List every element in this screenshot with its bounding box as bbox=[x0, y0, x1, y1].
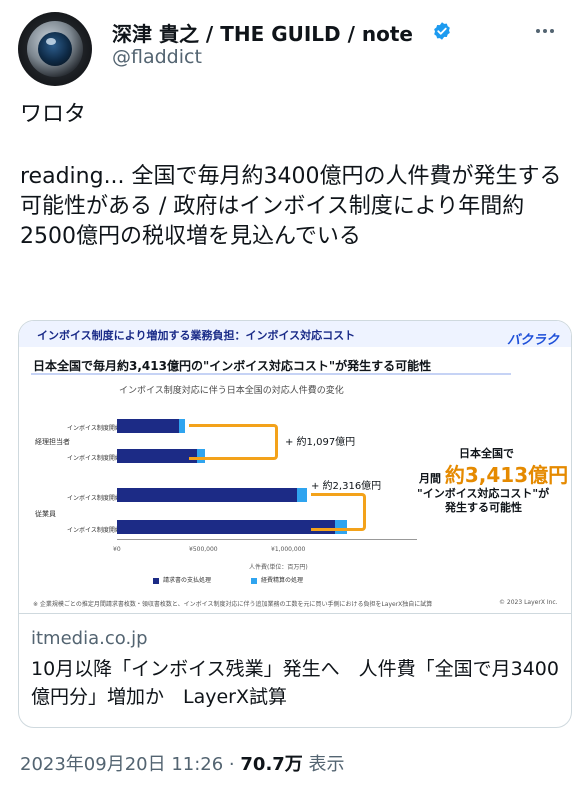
brand-logo: バクラク bbox=[507, 333, 560, 348]
bar-accounting-after bbox=[117, 449, 197, 463]
group-label: 従業員 bbox=[35, 510, 56, 518]
headline-underline bbox=[31, 373, 511, 375]
avatar[interactable] bbox=[18, 12, 92, 86]
legend-item: 請求書の支払処理 bbox=[153, 575, 211, 584]
view-count: 70.7万 bbox=[240, 754, 303, 775]
lens-glint bbox=[46, 38, 56, 45]
bar-employee-before bbox=[117, 488, 297, 502]
tweet-timestamp[interactable]: 2023年09月20日 11:26 · 70.7万 表示 bbox=[20, 750, 345, 776]
timestamp-text[interactable]: 2023年09月20日 11:26 · bbox=[20, 754, 241, 775]
tweet-text-body: reading... 全国で毎月約3400億円の人件費が発生する可能性がある /… bbox=[20, 164, 562, 249]
image-copyright: © 2023 LayerX Inc. bbox=[499, 599, 558, 606]
lens-center bbox=[38, 32, 72, 66]
x-axis-line bbox=[117, 539, 417, 540]
delta-label: + 約1,097億円 bbox=[285, 437, 356, 448]
bar-label: インボイス制度開始前 bbox=[67, 495, 127, 502]
user-handle[interactable]: @fladdict bbox=[112, 46, 202, 68]
bar-accounting-before bbox=[117, 419, 179, 433]
legend-item: 経費精算の処理 bbox=[251, 575, 303, 584]
bar-employee-after bbox=[117, 520, 335, 534]
image-banner bbox=[19, 321, 571, 347]
bar-label: インボイス制度開始後 bbox=[67, 527, 127, 534]
bar-accounting-before-extra bbox=[179, 419, 185, 433]
increase-arrow-icon bbox=[311, 493, 366, 531]
bar-accounting-after-extra bbox=[197, 449, 205, 463]
image-headline: 日本全国で毎月約3,413億円の"インボイス対応コスト"が発生する可能性 bbox=[33, 359, 432, 373]
axis-tick: ¥500,000 bbox=[189, 546, 218, 553]
bar-label: インボイス制度開始前 bbox=[67, 425, 127, 432]
card-divider bbox=[19, 613, 571, 614]
card-title[interactable]: 10月以降「インボイス残業」発生へ 人件費「全国で月3400億円分」増加か La… bbox=[31, 658, 559, 708]
axis-tick: ¥1,000,000 bbox=[271, 546, 306, 553]
view-suffix: 表示 bbox=[302, 754, 345, 775]
axis-tick: ¥0 bbox=[113, 546, 121, 553]
verified-badge-icon bbox=[434, 22, 450, 40]
more-options-icon[interactable] bbox=[536, 18, 560, 38]
image-banner-text: インボイス制度により増加する業務負担：インボイス対応コスト bbox=[37, 329, 356, 342]
chart-subtitle: インボイス制度対応に伴う日本全国の対応人件費の変化 bbox=[119, 386, 344, 396]
image-footnote: ※ 企業規模ごとの推定月間請求書枚数・領収書枚数と、インボイス制度対応に伴う追加… bbox=[33, 601, 433, 608]
callout-line: "インボイス対応コスト"が bbox=[417, 487, 550, 500]
display-name[interactable]: 深津 貴之 / THE GUILD / note bbox=[112, 22, 413, 46]
delta-label: + 約2,316億円 bbox=[311, 481, 382, 492]
tweet-text-line: ワロタ bbox=[20, 102, 87, 127]
bar-label: インボイス制度開始後 bbox=[67, 455, 127, 462]
bar-employee-before-extra bbox=[297, 488, 307, 502]
group-label: 経理担当者 bbox=[35, 438, 70, 446]
axis-title: 人件費(単位：百万円) bbox=[249, 564, 308, 571]
callout-line: 発生する可能性 bbox=[445, 501, 522, 514]
link-card[interactable]: インボイス制度により増加する業務負担：インボイス対応コスト バクラク 日本全国で… bbox=[18, 320, 572, 728]
increase-arrow-icon bbox=[189, 424, 278, 460]
card-image[interactable]: インボイス制度により増加する業務負担：インボイス対応コスト バクラク 日本全国で… bbox=[19, 321, 571, 613]
callout-line: 日本全国で bbox=[459, 447, 514, 460]
callout-amount: 月間 約3,413億円 の bbox=[419, 463, 569, 487]
card-domain[interactable]: itmedia.co.jp bbox=[31, 628, 148, 649]
